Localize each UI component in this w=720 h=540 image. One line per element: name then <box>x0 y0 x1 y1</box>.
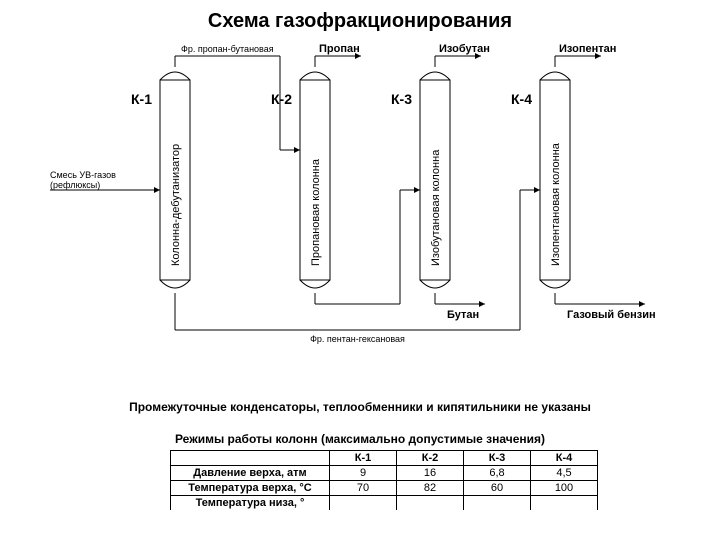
table-cell <box>531 496 598 511</box>
table-cell: 70 <box>330 481 397 496</box>
svg-text:Изопентановая колонна: Изопентановая колонна <box>550 142 562 266</box>
svg-text:К-4: К-4 <box>511 91 532 107</box>
table-cell: 16 <box>397 466 464 481</box>
svg-text:К-2: К-2 <box>271 91 292 107</box>
svg-text:Смесь УВ-газов: Смесь УВ-газов <box>50 170 116 180</box>
svg-text:Фр. пентан-гексановая: Фр. пентан-гексановая <box>310 334 405 344</box>
svg-text:Изобутан: Изобутан <box>439 43 490 55</box>
svg-text:Изобутановая колонна: Изобутановая колонна <box>430 149 442 266</box>
table-cell: 4,5 <box>531 466 598 481</box>
svg-text:Фр. пропан-бутановая: Фр. пропан-бутановая <box>181 44 274 54</box>
column-modes-table: К-1К-2К-3К-4 Давление верха, атм9166,84,5… <box>170 450 598 510</box>
table-header <box>171 451 330 466</box>
table-cell: 9 <box>330 466 397 481</box>
table-caption: Режимы работы колонн (максимально допуст… <box>0 432 720 446</box>
table-cell <box>464 496 531 511</box>
svg-text:К-1: К-1 <box>131 91 152 107</box>
page-title: Схема газофракционирования <box>0 10 720 33</box>
table-cell: 60 <box>464 481 531 496</box>
table-cell: 6,8 <box>464 466 531 481</box>
table-header: К-2 <box>397 451 464 466</box>
svg-text:Бутан: Бутан <box>447 309 479 321</box>
svg-text:К-3: К-3 <box>391 91 412 107</box>
table-row-header: Давление верха, атм <box>171 466 330 481</box>
svg-text:Изопентан: Изопентан <box>559 43 616 55</box>
table-cell: 82 <box>397 481 464 496</box>
svg-text:Пропан: Пропан <box>319 43 360 55</box>
table-row-header: Температура верха, °С <box>171 481 330 496</box>
table-header: К-4 <box>531 451 598 466</box>
table-cell <box>397 496 464 511</box>
note-caption: Промежуточные конденсаторы, теплообменни… <box>0 400 720 414</box>
svg-text:Газовый бензин: Газовый бензин <box>567 309 656 321</box>
table-header: К-3 <box>464 451 531 466</box>
gas-fractionation-diagram: К-1 Колонна-дебутанизатор К-2 Пропановая ко… <box>40 40 680 370</box>
svg-text:Пропановая колонна: Пропановая колонна <box>310 158 322 266</box>
table-cell <box>330 496 397 511</box>
svg-text:Колонна-дебутанизатор: Колонна-дебутанизатор <box>170 144 182 266</box>
table-cell: 100 <box>531 481 598 496</box>
svg-text:(рефлюксы): (рефлюксы) <box>50 180 100 190</box>
table-header: К-1 <box>330 451 397 466</box>
table-row-header: Температура низа, ° <box>171 496 330 511</box>
